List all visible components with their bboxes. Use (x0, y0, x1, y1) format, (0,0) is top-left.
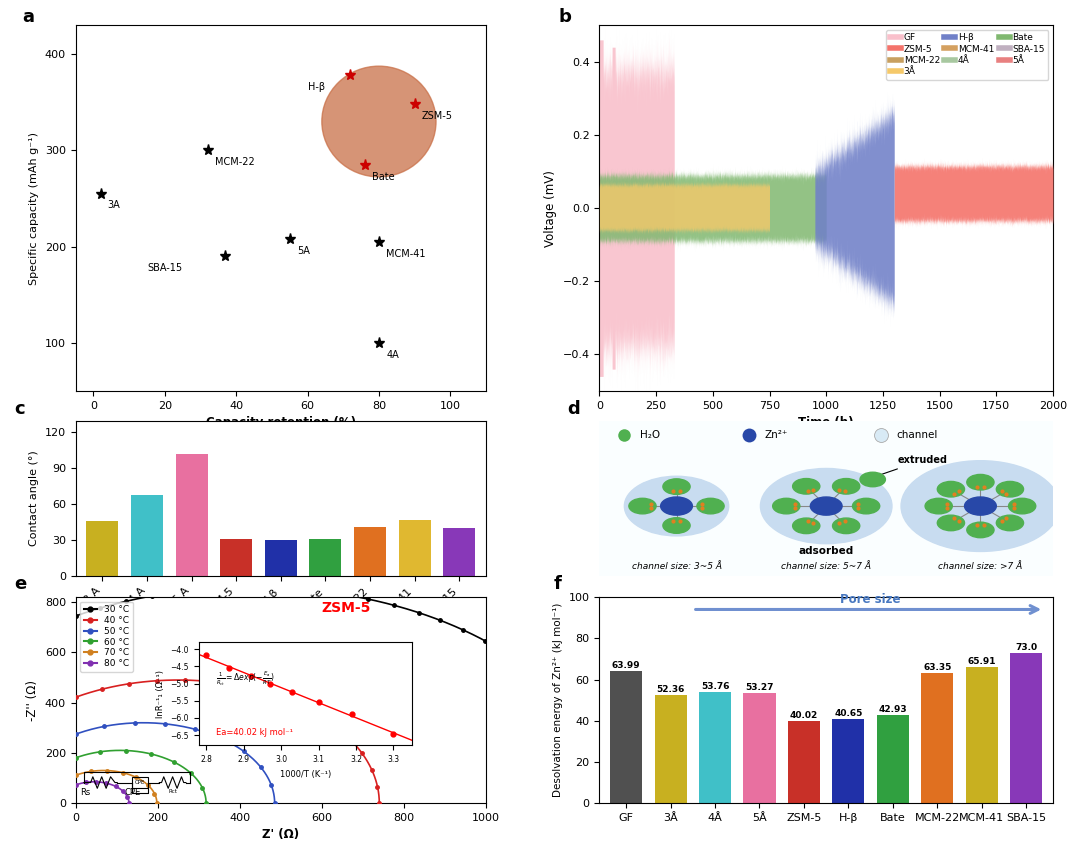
Text: Rs: Rs (80, 788, 90, 797)
Bar (699, 692, 731, 803)
Text: channel size: 5~7 Å: channel size: 5~7 Å (781, 562, 872, 571)
Bar (610, 671, 643, 803)
Text: CPE: CPE (125, 788, 141, 797)
Bar (309, 539, 341, 576)
Circle shape (760, 468, 892, 543)
Circle shape (860, 473, 886, 487)
Text: extruded: extruded (874, 455, 947, 478)
Text: 40.02: 40.02 (789, 711, 818, 720)
Bar (265, 540, 297, 576)
Legend: 30 °C, 40 °C, 50 °C, 60 °C, 70 °C, 80 °C: 30 °C, 40 °C, 50 °C, 60 °C, 70 °C, 80 °C (80, 601, 133, 672)
Circle shape (663, 479, 690, 495)
Circle shape (997, 516, 1024, 531)
Text: channel: channel (896, 430, 937, 440)
Circle shape (663, 518, 690, 533)
Text: 53.76: 53.76 (701, 682, 729, 691)
Bar (743, 693, 775, 803)
Circle shape (697, 498, 724, 514)
Text: channel size: 3~5 Å: channel size: 3~5 Å (632, 562, 721, 571)
Text: Pore size: Pore size (840, 594, 901, 606)
Bar (86, 521, 119, 576)
Bar (220, 539, 253, 576)
Text: 52.36: 52.36 (657, 685, 685, 694)
Text: 53.27: 53.27 (745, 684, 773, 692)
Circle shape (1009, 498, 1036, 514)
Circle shape (997, 481, 1024, 497)
Bar (176, 454, 207, 576)
Circle shape (629, 498, 657, 514)
Text: MCM-41: MCM-41 (386, 249, 426, 258)
Text: 73.0: 73.0 (1015, 643, 1038, 652)
Circle shape (852, 498, 880, 514)
Text: Zn²⁺: Zn²⁺ (765, 430, 788, 440)
Text: 4A: 4A (386, 350, 399, 360)
Bar (399, 520, 431, 576)
Circle shape (833, 518, 860, 533)
Text: d: d (568, 400, 580, 418)
Text: c: c (14, 400, 25, 418)
Circle shape (937, 516, 964, 531)
Bar (966, 668, 998, 803)
Text: 5A: 5A (297, 246, 310, 256)
Circle shape (937, 481, 964, 497)
Text: 65.91: 65.91 (968, 658, 996, 666)
Circle shape (967, 522, 994, 537)
Circle shape (772, 498, 800, 514)
Bar (654, 696, 687, 803)
Text: ZSM-5: ZSM-5 (422, 111, 453, 121)
Circle shape (793, 479, 820, 495)
Text: a: a (23, 8, 35, 25)
Text: b: b (558, 8, 571, 25)
Text: MCM-22: MCM-22 (215, 157, 255, 167)
Text: 3A: 3A (108, 200, 121, 210)
Circle shape (793, 518, 820, 533)
Text: ZSM-5: ZSM-5 (322, 600, 372, 615)
Circle shape (624, 476, 729, 536)
Text: 42.93: 42.93 (879, 705, 907, 714)
Bar (1010, 653, 1042, 803)
Circle shape (661, 497, 692, 516)
Legend: GF, ZSM-5, MCM-22, 3Å, H-β, MCM-41, 4Å, Bate, SBA-15, 5Å: GF, ZSM-5, MCM-22, 3Å, H-β, MCM-41, 4Å, … (887, 29, 1049, 80)
X-axis label: Z' (Ω): Z' (Ω) (262, 828, 299, 841)
Text: H₂O: H₂O (640, 430, 660, 440)
Bar (921, 673, 954, 803)
Bar (354, 527, 386, 576)
Y-axis label: Contact angle (°): Contact angle (°) (29, 451, 39, 546)
Y-axis label: Voltage (mV): Voltage (mV) (544, 170, 557, 246)
Text: 63.99: 63.99 (611, 661, 640, 670)
Text: f: f (554, 575, 562, 593)
Text: adsorbed: adsorbed (798, 546, 854, 556)
Circle shape (833, 479, 860, 495)
Circle shape (901, 461, 1059, 552)
Bar (788, 721, 820, 803)
Ellipse shape (322, 66, 436, 177)
Circle shape (964, 497, 997, 516)
Bar (877, 715, 909, 803)
Bar (131, 495, 163, 576)
FancyBboxPatch shape (596, 419, 1056, 578)
Text: 40.65: 40.65 (834, 709, 863, 718)
Text: channel size: >7 Å: channel size: >7 Å (939, 562, 1023, 571)
X-axis label: Capacity retention (%): Capacity retention (%) (206, 416, 355, 430)
X-axis label: Time (h): Time (h) (798, 416, 854, 430)
Text: e: e (14, 575, 26, 593)
Text: H-β: H-β (308, 82, 325, 92)
Text: SBA-15: SBA-15 (147, 263, 183, 273)
Y-axis label: Specific capacity (mAh g⁻¹): Specific capacity (mAh g⁻¹) (29, 132, 39, 284)
Bar (443, 528, 475, 576)
Bar (833, 719, 864, 803)
Text: 63.35: 63.35 (923, 663, 951, 672)
Circle shape (810, 497, 842, 516)
Circle shape (967, 474, 994, 490)
Text: Bate: Bate (372, 172, 394, 182)
Circle shape (926, 498, 953, 514)
Y-axis label: -Z'' (Ω): -Z'' (Ω) (26, 680, 39, 721)
Y-axis label: Desolvation energy of Zn²⁺ (kJ mol⁻¹): Desolvation energy of Zn²⁺ (kJ mol⁻¹) (553, 603, 563, 797)
